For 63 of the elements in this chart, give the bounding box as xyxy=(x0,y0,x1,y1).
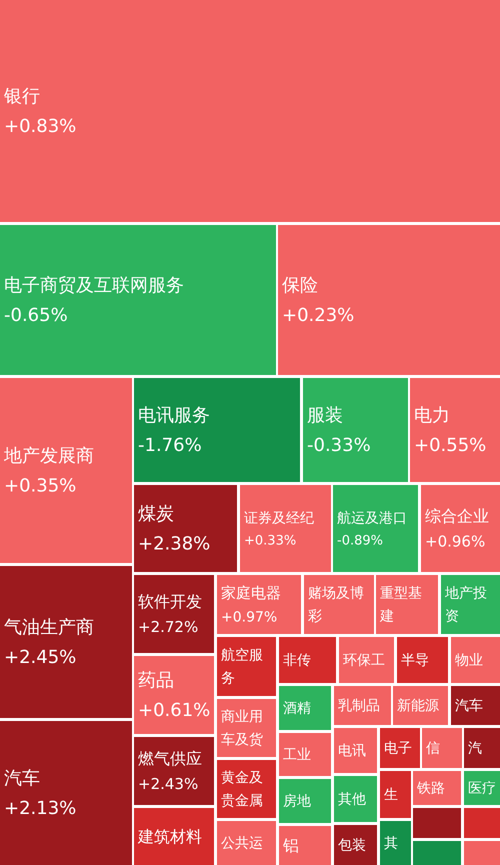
category-label: 汽车 xyxy=(4,768,40,790)
category-label: 商业用车及货 xyxy=(221,709,263,748)
category-label: 包装 xyxy=(338,838,366,854)
category-label: 航空服务 xyxy=(221,648,263,687)
category-label: 其他 xyxy=(338,792,366,808)
category-label: 新能源 xyxy=(397,698,439,714)
category-label: 房地 xyxy=(283,794,311,810)
data-label: +2.45% xyxy=(4,646,76,668)
category-label: 铝 xyxy=(282,836,299,855)
category-label: 物业 xyxy=(455,652,483,669)
category-label: 其 xyxy=(384,836,398,852)
category-label: 电讯服务 xyxy=(138,405,210,426)
category-label: 公共运 xyxy=(221,836,263,852)
category-label: 汽 xyxy=(468,740,482,757)
category-label: 地产发展商 xyxy=(3,446,94,467)
data-label: +0.35% xyxy=(4,475,76,496)
category-label: 证券及经纪 xyxy=(244,510,314,526)
category-label: 保险 xyxy=(282,275,318,296)
category-label: 地产投资 xyxy=(444,586,487,625)
category-label: 铁路 xyxy=(416,780,445,797)
category-label: 环保工 xyxy=(343,652,385,669)
category-label: 综合企业 xyxy=(425,506,489,526)
data-label: +2.13% xyxy=(4,798,76,819)
category-label: 气油生产商 xyxy=(4,617,94,638)
category-label: 生 xyxy=(384,787,398,804)
data-label: +0.61% xyxy=(138,700,210,721)
data-label: -0.65% xyxy=(4,304,68,326)
data-label: +0.33% xyxy=(244,533,296,548)
category-label: 赌场及博彩 xyxy=(308,586,364,625)
category-label: 电讯 xyxy=(338,743,366,760)
data-label: +0.96% xyxy=(425,532,486,551)
category-label: 软件开发 xyxy=(138,592,202,611)
category-label: 酒精 xyxy=(283,700,311,717)
category-label: 重型基建 xyxy=(379,586,422,625)
data-label: +0.23% xyxy=(282,304,354,326)
category-label: 航运及港口 xyxy=(337,510,407,526)
data-label: +0.55% xyxy=(414,434,486,456)
category-label: 半导 xyxy=(401,652,429,669)
data-label: +2.72% xyxy=(138,618,198,636)
data-label: -0.89% xyxy=(337,533,383,548)
category-label: 信 xyxy=(426,740,440,757)
category-label: 银行 xyxy=(3,86,40,108)
category-label: 医疗 xyxy=(468,780,496,797)
category-label: 服装 xyxy=(307,405,343,426)
category-label: 电子 xyxy=(384,740,412,757)
category-label: 家庭电器 xyxy=(221,584,281,602)
data-label: +0.83% xyxy=(4,116,76,137)
category-label: 工业 xyxy=(283,747,311,764)
category-label: 乳制品 xyxy=(338,698,380,714)
category-label: 非传 xyxy=(283,652,311,669)
category-label: 电子商贸及互联网服务 xyxy=(4,275,184,296)
category-label: 药品 xyxy=(138,670,174,692)
category-label: 建筑材料 xyxy=(137,826,202,846)
category-label: 煤炭 xyxy=(138,504,174,525)
category-label: 电力 xyxy=(414,405,450,426)
data-label: +2.38% xyxy=(138,533,210,554)
data-label: -1.76% xyxy=(138,434,202,456)
category-label: 燃气供应 xyxy=(138,748,202,768)
data-label: -0.33% xyxy=(307,434,371,456)
data-label: +0.97% xyxy=(221,609,278,626)
category-label: 黄金及贵金属 xyxy=(221,770,263,810)
category-label: 汽车 xyxy=(455,698,483,714)
data-label: +2.43% xyxy=(138,775,198,794)
